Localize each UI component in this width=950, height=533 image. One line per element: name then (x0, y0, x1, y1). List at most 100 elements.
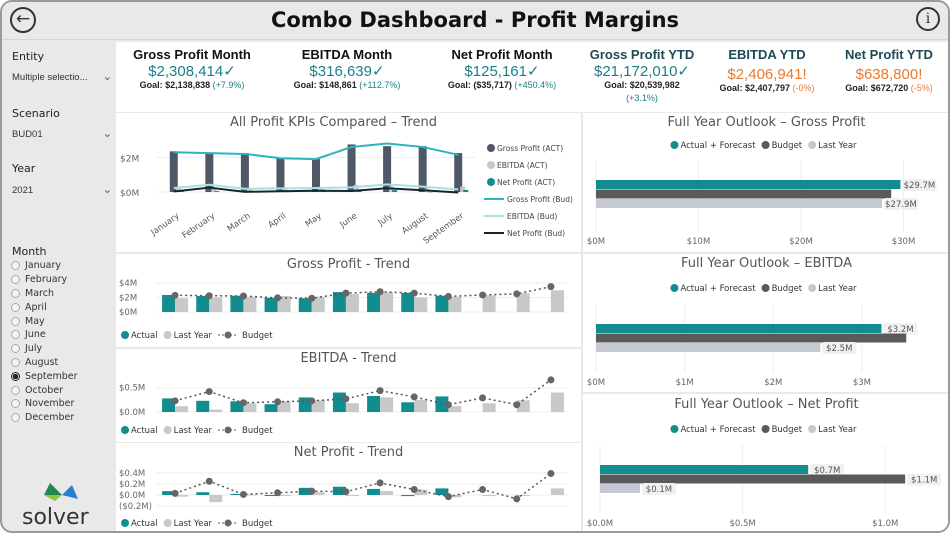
legend-label: EBITDA (Bud) (507, 212, 557, 221)
bar-last-year (448, 495, 462, 498)
month-option-june[interactable]: June (11, 328, 78, 342)
budget-point (513, 290, 521, 298)
back-arrow-icon[interactable]: ← (10, 7, 36, 33)
radio-button[interactable] (11, 261, 20, 271)
bar-last-year (277, 296, 291, 312)
radio-button[interactable] (11, 316, 20, 326)
month-option-october[interactable]: October (11, 383, 78, 397)
y-tick-label: $0.5M (119, 384, 145, 394)
x-tick-label: $0M (587, 378, 605, 388)
radio-button[interactable] (11, 357, 20, 367)
legend-label: Budget (242, 426, 273, 436)
line-gross-profit-bud- (173, 142, 459, 161)
legend-marker (761, 425, 770, 433)
month-label: September (25, 370, 78, 382)
month-option-may[interactable]: May (11, 314, 78, 328)
header: ← Combo Dashboard - Profit Margins i (2, 2, 948, 40)
radio-button[interactable] (11, 330, 20, 340)
kpi-goal: Goal: $2,407,797 (719, 83, 791, 93)
kpi-card: Gross Profit Month $2,308,414✓ Goal: $2,13… (117, 47, 267, 90)
bar-last-year (550, 290, 564, 312)
radio-button[interactable] (11, 302, 20, 312)
bar-actual (264, 495, 278, 496)
legend-label: Last Year (174, 426, 213, 436)
month-option-march[interactable]: March (11, 287, 78, 301)
bar-gross-profit-act- (418, 146, 427, 192)
check-icon: ✓ (223, 63, 236, 80)
entity-dropdown[interactable]: Multiple selectio... ⌄ (12, 71, 112, 83)
bar-last-year (600, 484, 640, 493)
check-icon: ✓ (527, 63, 540, 80)
legend-label: Actual + Forecast (680, 141, 756, 151)
chart-title: Full Year Outlook – Gross Profit (667, 115, 866, 130)
legend-marker (761, 284, 770, 292)
y-tick-label: $0.2M (119, 480, 145, 490)
x-tick-label: September (422, 211, 467, 246)
scenario-label: Scenario (12, 107, 60, 120)
kpi-card: Net Profit YTD $638,800! Goal: $672,720 (-… (814, 47, 948, 93)
bar-ebitda-act- (353, 185, 359, 192)
bar-budget (596, 189, 892, 199)
month-label: October (25, 384, 64, 396)
data-label: $29.7M (904, 181, 936, 191)
bar-last-year (209, 297, 223, 312)
scenario-dropdown[interactable]: BUD01 ⌄ (12, 128, 112, 140)
bar-last-year (380, 491, 394, 495)
month-option-november[interactable]: November (11, 397, 78, 411)
budget-point (205, 477, 213, 485)
bar-last-year (311, 400, 325, 412)
radio-button[interactable] (11, 288, 20, 298)
budget-point (547, 376, 555, 384)
month-option-april[interactable]: April (11, 300, 78, 314)
data-label-bg (883, 198, 918, 210)
year-dropdown[interactable]: 2021 ⌄ (12, 184, 112, 196)
legend-marker (121, 426, 129, 434)
chart-title: Full Year Outlook – Net Profit (674, 397, 859, 412)
bar-last-year (311, 492, 325, 495)
budget-point (410, 289, 418, 297)
radio-button[interactable] (11, 399, 20, 409)
line-net-profit-bud- (173, 186, 459, 194)
month-option-february[interactable]: February (11, 273, 78, 287)
month-option-august[interactable]: August (11, 356, 78, 370)
budget-point (239, 399, 247, 407)
month-option-july[interactable]: July (11, 342, 78, 356)
legend-marker (808, 425, 817, 433)
radio-button[interactable] (11, 275, 20, 285)
bar-net-profit-act- (214, 191, 220, 192)
kpi-value: $21,172,010 (594, 63, 678, 80)
outlook-ebitda-chart: Full Year Outlook – EBITDA Actual + Fore… (583, 254, 948, 392)
month-option-september[interactable]: September (11, 369, 78, 383)
kpi-pct: (-5%) (910, 83, 933, 93)
radio-button[interactable] (11, 413, 20, 423)
year-value: 2021 (12, 185, 34, 196)
radio-button[interactable] (11, 344, 20, 354)
x-tick-label: $30M (892, 237, 916, 247)
budget-point (513, 401, 521, 409)
kpi-title: Net Profit YTD (845, 47, 933, 62)
bar-last-year (345, 495, 359, 497)
legend-marker (761, 141, 770, 149)
month-option-december[interactable]: December (11, 411, 78, 425)
kpi-title: Net Profit Month (451, 47, 553, 62)
radio-button[interactable] (11, 385, 20, 395)
kpi-goal: Goal: $148,861 (293, 80, 357, 90)
check-icon: ✓ (677, 63, 690, 80)
month-option-january[interactable]: January (11, 259, 78, 273)
chevron-down-icon: ⌄ (102, 71, 112, 83)
bar-actual (298, 487, 312, 495)
bar-gross-profit-act- (276, 158, 285, 192)
radio-button[interactable] (11, 371, 20, 381)
bar-last-year (414, 399, 428, 412)
month-label: December (25, 412, 75, 424)
bar-last-year (277, 495, 291, 496)
info-icon[interactable]: i (916, 7, 940, 31)
legend-marker (670, 284, 679, 292)
legend-marker (487, 161, 495, 169)
bar-last-year (380, 292, 394, 312)
all-kpis-trend-chart: All Profit KPIs Compared – Trend $2M $0M J… (116, 113, 581, 252)
legend-label: Last Year (818, 284, 857, 294)
year-label: Year (12, 162, 36, 175)
bar-actual (162, 491, 176, 495)
